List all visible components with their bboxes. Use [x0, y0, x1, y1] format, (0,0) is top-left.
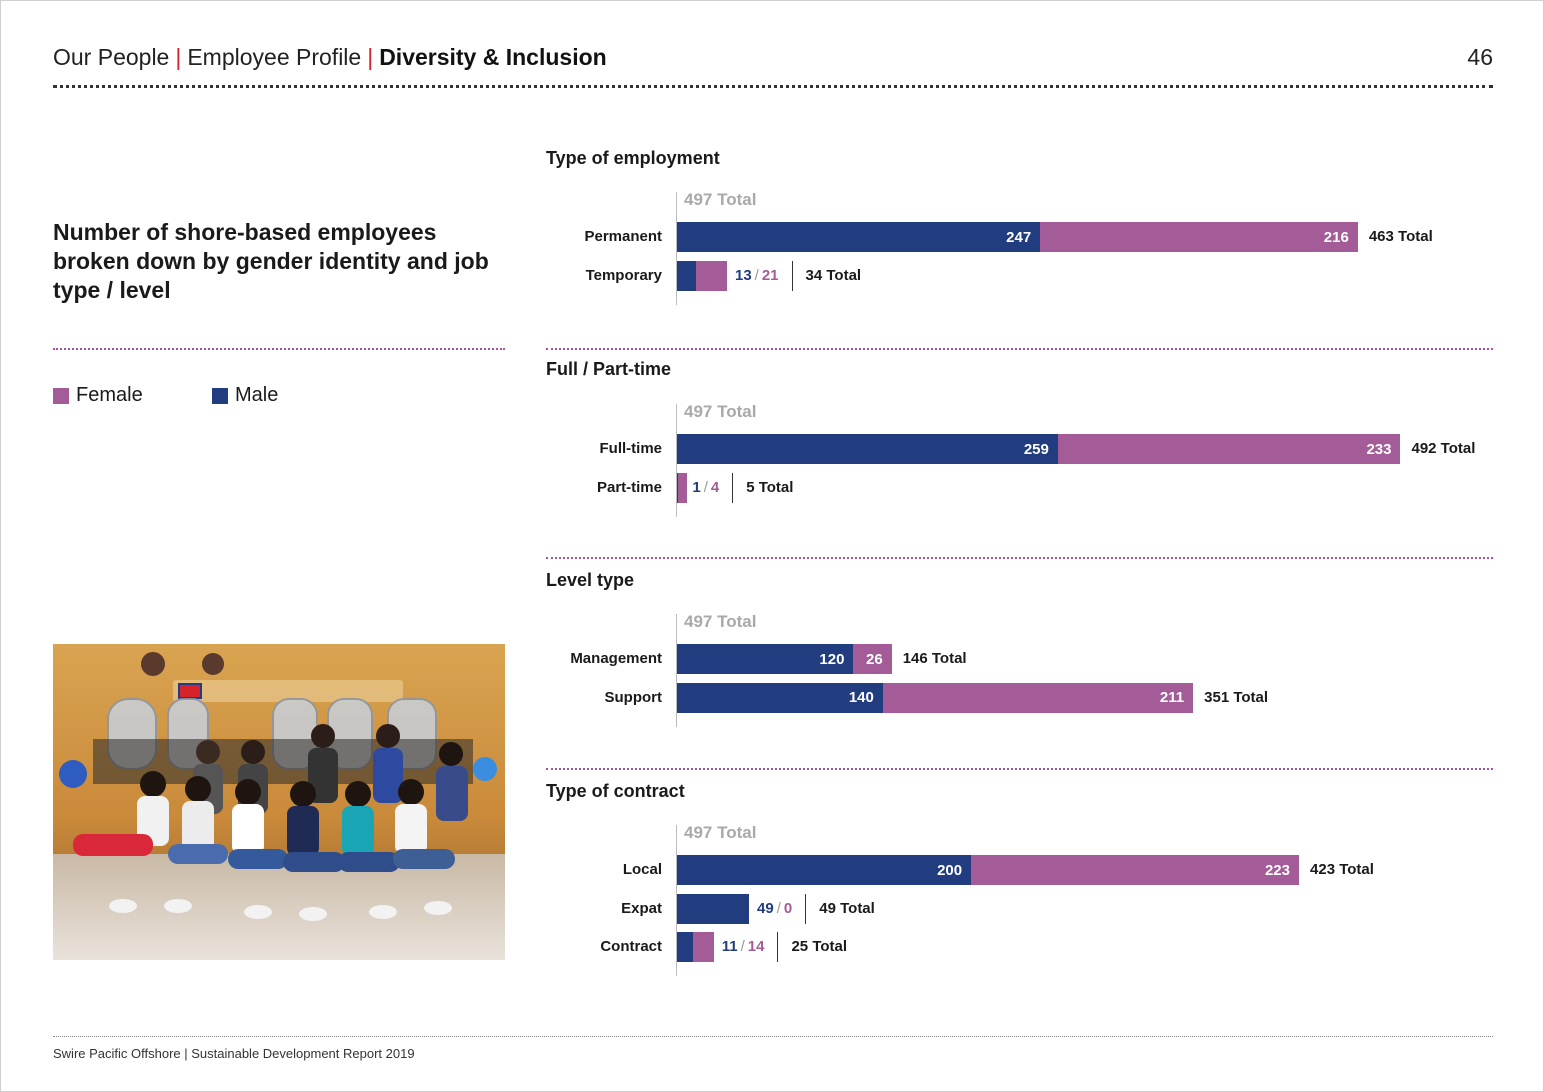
chart-type-of-contract-expat-total: 49 Total: [819, 899, 875, 917]
chart-full-part-time-part-time-label: Part-time: [596, 478, 662, 496]
ratio-separator: /: [754, 266, 759, 284]
chart-full-part-time-divider: [546, 348, 1493, 350]
chart-type-of-employment-permanent-male-bar: 247: [677, 222, 1041, 252]
chart-level-type-axis: [676, 614, 677, 727]
ratio-separator: /: [776, 899, 781, 917]
chart-level-type-support-total: 351 Total: [1204, 688, 1269, 706]
chart-full-part-time-axis: [676, 404, 677, 517]
legend-female: Female: [53, 384, 143, 407]
breadcrumb-separator: |: [175, 44, 182, 70]
breadcrumb-our-people: Our People: [53, 44, 170, 70]
chart-full-part-time-part-time-separator: [732, 472, 734, 503]
legend-male-label: Male: [235, 384, 279, 406]
legend-female-swatch: [53, 387, 69, 404]
chart-full-part-time-overall-total: 497 Total: [684, 402, 757, 421]
chart-type-of-employment-axis: [676, 192, 677, 305]
legend-male-swatch: [212, 387, 228, 404]
chart-type-of-contract-contract-gender-split: 11/14: [722, 938, 765, 955]
chart-type-of-contract-contract-female-bar: [693, 932, 714, 962]
chart-type-of-employment-permanent-total: 463 Total: [1368, 228, 1433, 245]
breadcrumb-diversity-inclusion: Diversity & Inclusion: [379, 44, 607, 70]
chart-type-of-contract-contract-male-bar: [677, 932, 694, 962]
chart-level-type-management-female-bar: 26: [853, 644, 892, 674]
chart-full-part-time-full-time-male-bar: 259: [677, 434, 1058, 464]
chart-full-part-time-part-time-male-value: 1: [692, 478, 701, 496]
chart-level-type-management-male-bar: 120: [677, 644, 854, 674]
chart-type-of-employment-temporary-gender-split: 13/21: [735, 267, 779, 284]
chart-type-of-contract-divider: [546, 768, 1493, 770]
chart-type-of-employment-temporary-label: Temporary: [585, 266, 662, 284]
chart-level-type-support-male-bar: 140: [677, 682, 883, 713]
footer-divider: [53, 1036, 1493, 1037]
chart-level-type-overall-total: 497 Total: [684, 612, 757, 631]
chart-level-type-management-label: Management: [570, 650, 662, 667]
chart-level-type-management-total: 146 Total: [902, 650, 967, 667]
chart-type-of-contract-contract-male-value: 11: [721, 938, 738, 955]
chart-full-part-time-part-time-gender-split: 1/4: [692, 479, 719, 496]
chart-full-part-time-part-time-total: 5 Total: [746, 478, 794, 496]
chart-type-of-contract-expat-female-value: 0: [783, 899, 793, 917]
header-divider: [53, 85, 1493, 88]
chart-full-part-time-part-time-female-bar: [678, 472, 688, 503]
chart-type-of-contract-contract-separator: [777, 932, 779, 962]
chart-type-of-employment-temporary-female-value: 21: [761, 266, 779, 284]
chart-type-of-contract-expat-gender-split: 49/0: [757, 900, 792, 917]
chart-type-of-employment-temporary-total: 34 Total: [805, 266, 862, 284]
chart-level-type-support-label: Support: [604, 688, 663, 706]
team-photo: [53, 644, 505, 960]
breadcrumb-separator: |: [367, 44, 374, 70]
footer-text: Swire Pacific Offshore | Sustainable Dev…: [53, 1046, 415, 1061]
ratio-separator: /: [703, 478, 708, 496]
chart-type-of-employment-temporary-female-bar: [696, 260, 727, 291]
chart-type-of-contract-overall-total: 497 Total: [684, 823, 757, 842]
chart-type-of-employment-permanent-female-bar: 216: [1040, 222, 1358, 252]
legend-female-label: Female: [76, 384, 143, 406]
chart-type-of-employment-temporary-male-value: 13: [734, 266, 752, 284]
chart-full-part-time-full-time-label: Full-time: [599, 440, 663, 457]
breadcrumb-employee-profile: Employee Profile: [187, 44, 362, 70]
chart-type-of-contract-expat-male-bar: [677, 893, 750, 924]
page-header: Our People | Employee Profile | Diversity & …: [53, 44, 607, 71]
chart-level-type-support-female-bar: 211: [882, 682, 1194, 713]
chart-type-of-contract-local-female-bar: 223: [971, 855, 1299, 885]
chart-full-part-time-full-time-total: 492 Total: [1411, 440, 1476, 457]
chart-type-of-contract-local-label: Local: [622, 861, 662, 878]
chart-type-of-employment-permanent-label: Permanent: [584, 228, 662, 245]
ratio-separator: /: [740, 938, 745, 955]
chart-type-of-contract-local-male-bar: 200: [677, 855, 972, 885]
chart-type-of-contract-contract-label: Contract: [600, 938, 662, 955]
intro-divider: [53, 348, 505, 350]
chart-type-of-contract-contract-total: 25 Total: [791, 938, 848, 955]
chart-level-type-divider: [546, 557, 1493, 559]
chart-type-of-contract-title: Type of contract: [546, 781, 685, 801]
chart-type-of-contract-axis: [676, 825, 677, 976]
page-number: 46: [1467, 44, 1493, 70]
chart-type-of-employment-temporary-male-bar: [677, 260, 697, 291]
chart-full-part-time-title: Full / Part-time: [546, 359, 672, 379]
chart-type-of-employment-temporary-separator: [791, 260, 793, 291]
chart-type-of-contract-contract-female-value: 14: [747, 938, 765, 955]
chart-type-of-contract-expat-label: Expat: [621, 899, 662, 917]
chart-full-part-time-full-time-female-bar: 233: [1057, 434, 1401, 464]
chart-level-type-title: Level type: [546, 570, 635, 590]
chart-full-part-time-part-time-female-value: 4: [710, 478, 720, 496]
chart-type-of-contract-expat-male-value: 49: [757, 899, 774, 917]
chart-type-of-contract-expat-separator: [805, 893, 807, 924]
legend-male: Male: [212, 384, 278, 407]
chart-type-of-employment-overall-total: 497 Total: [684, 190, 757, 209]
chart-type-of-contract-local-total: 423 Total: [1310, 861, 1374, 878]
chart-type-of-employment-title: Type of employment: [546, 148, 720, 168]
intro-title: Number of shore-based employees broken d…: [53, 219, 489, 303]
